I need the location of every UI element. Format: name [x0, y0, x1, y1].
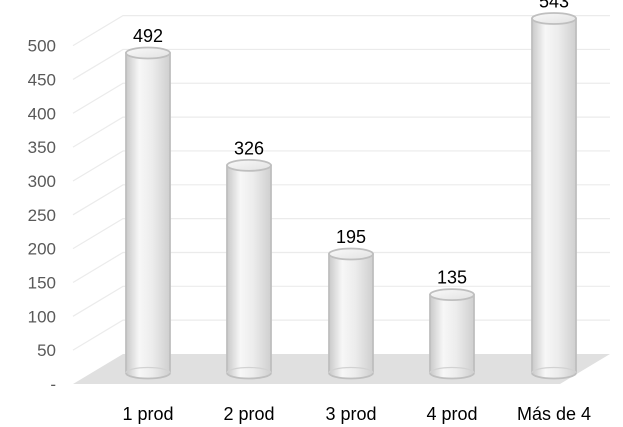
bar-base-arc: [531, 366, 577, 374]
bar-base-arc: [125, 366, 171, 374]
bar-top-cap: [429, 288, 475, 302]
y-tick-label: 400: [28, 104, 56, 123]
gridline: [72, 285, 610, 317]
bar-body: [531, 17, 577, 380]
bar-base-arc: [429, 366, 475, 374]
gridline: [72, 116, 610, 148]
gridlines: [72, 15, 610, 351]
x-tick-label: Más de 4: [517, 404, 591, 424]
bar-top-cap: [226, 158, 272, 172]
y-tick-label: 200: [28, 240, 56, 259]
data-label: 492: [133, 26, 163, 46]
y-tick-label: -: [50, 375, 56, 394]
bar: [531, 12, 577, 380]
gridline: [72, 15, 610, 47]
x-axis: 1 prod 2 prod 3 prod 4 prod Más de 4: [122, 404, 591, 424]
bar: [226, 158, 272, 380]
y-tick-label: 350: [28, 138, 56, 157]
x-tick-label: 1 prod: [122, 404, 173, 424]
bar-top-cap: [125, 46, 171, 60]
y-axis: - 50 100 150 200 250 300 350 400 450 500: [28, 37, 56, 394]
bar-body: [226, 164, 272, 380]
bar: [328, 247, 374, 380]
bar-base-arc: [328, 366, 374, 374]
gridline: [72, 48, 610, 80]
x-tick-label: 4 prod: [426, 404, 477, 424]
data-label: 135: [437, 268, 467, 288]
y-tick-label: 450: [28, 70, 56, 89]
bar-body: [429, 293, 475, 380]
x-tick-label: 3 prod: [325, 404, 376, 424]
y-tick-label: 150: [28, 273, 56, 292]
y-tick-label: 500: [28, 37, 56, 56]
y-tick-label: 50: [37, 341, 56, 360]
bar-top-cap: [328, 247, 374, 261]
y-tick-label: 250: [28, 206, 56, 225]
y-tick-label: 300: [28, 172, 56, 191]
data-label: 543: [539, 0, 569, 11]
gridline: [72, 218, 610, 250]
gridline: [72, 251, 610, 283]
gridline: [72, 82, 610, 114]
gridline: [72, 150, 610, 182]
bar: [429, 288, 475, 380]
data-label: 326: [234, 138, 264, 158]
bar-body: [328, 253, 374, 380]
bars: 492 326 195 135 543: [125, 0, 577, 380]
data-label: 195: [336, 227, 366, 247]
bar-top-cap: [531, 12, 577, 25]
bar-base-arc: [226, 366, 272, 374]
x-tick-label: 2 prod: [223, 404, 274, 424]
bar: [125, 46, 171, 380]
bar-body: [125, 52, 171, 380]
gridline: [72, 184, 610, 216]
y-tick-label: 100: [28, 307, 56, 326]
